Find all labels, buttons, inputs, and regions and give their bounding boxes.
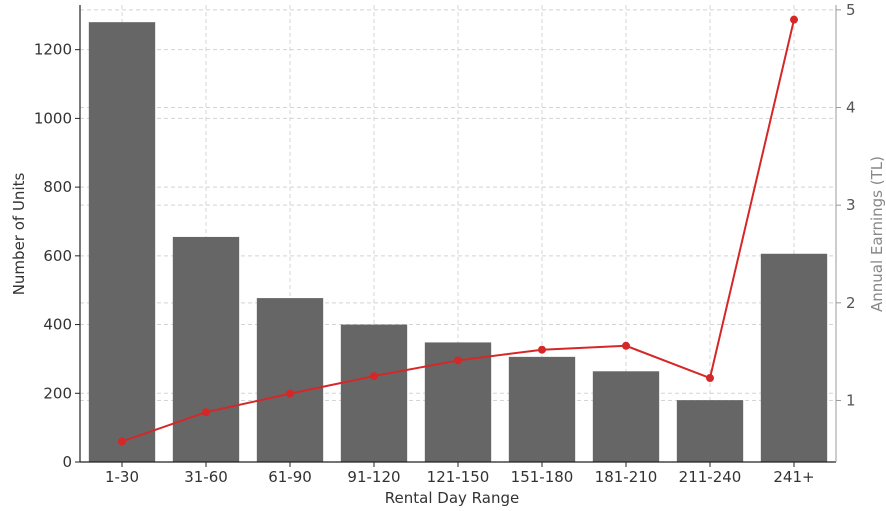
x-tick-label: 61-90 <box>268 468 312 486</box>
left-tick-label: 1200 <box>34 41 72 59</box>
earnings-point-91-120 <box>370 372 378 381</box>
left-tick-label: 400 <box>43 316 72 334</box>
x-tick-label: 211-240 <box>679 468 742 486</box>
earnings-point-241+ <box>790 15 798 24</box>
bar-31-60 <box>172 236 240 462</box>
x-tick-label: 241+ <box>773 468 814 486</box>
right-axis-title: Annual Earnings (TL) <box>868 156 886 312</box>
bar-241+ <box>760 253 828 462</box>
x-tick-label: 121-150 <box>427 468 490 486</box>
x-tick-label: 151-180 <box>511 468 574 486</box>
x-axis-title: Rental Day Range <box>385 489 519 507</box>
left-axis-title: Number of Units <box>10 173 28 296</box>
earnings-point-151-180 <box>538 345 546 354</box>
bar-211-240 <box>676 400 744 462</box>
x-tick-label: 91-120 <box>347 468 400 486</box>
bar-91-120 <box>340 324 408 462</box>
right-tick-label: 5 <box>846 1 856 19</box>
earnings-point-211-240 <box>706 374 714 383</box>
left-axis-ticks: 0 200 400 600 800 1000 1200 <box>34 41 80 471</box>
right-tick-label: 1 <box>846 391 856 409</box>
left-tick-label: 200 <box>43 384 72 402</box>
x-axis-ticks: 1-30 31-60 61-90 91-120 121-150 151-180 181-21… <box>105 462 815 486</box>
x-tick-label: 181-210 <box>595 468 658 486</box>
left-tick-label: 600 <box>43 247 72 265</box>
x-tick-label: 31-60 <box>184 468 228 486</box>
left-tick-label: 800 <box>43 178 72 196</box>
x-tick-label: 1-30 <box>105 468 139 486</box>
bars <box>88 22 828 462</box>
earnings-point-61-90 <box>286 389 294 398</box>
earnings-point-31-60 <box>202 408 210 417</box>
earnings-point-121-150 <box>454 356 462 365</box>
bar-1-30 <box>88 22 156 462</box>
right-tick-label: 2 <box>846 294 856 312</box>
bar-181-210 <box>592 371 660 462</box>
earnings-point-181-210 <box>622 341 630 350</box>
bar-61-90 <box>256 298 324 462</box>
earnings-line-series <box>118 15 798 446</box>
right-tick-label: 4 <box>846 99 856 117</box>
bar-151-180 <box>508 356 576 462</box>
left-tick-label: 1000 <box>34 109 72 127</box>
left-tick-label: 0 <box>62 453 72 471</box>
right-axis-ticks: 1 2 3 4 5 <box>836 1 856 409</box>
right-tick-label: 3 <box>846 196 856 214</box>
earnings-point-1-30 <box>118 437 126 446</box>
